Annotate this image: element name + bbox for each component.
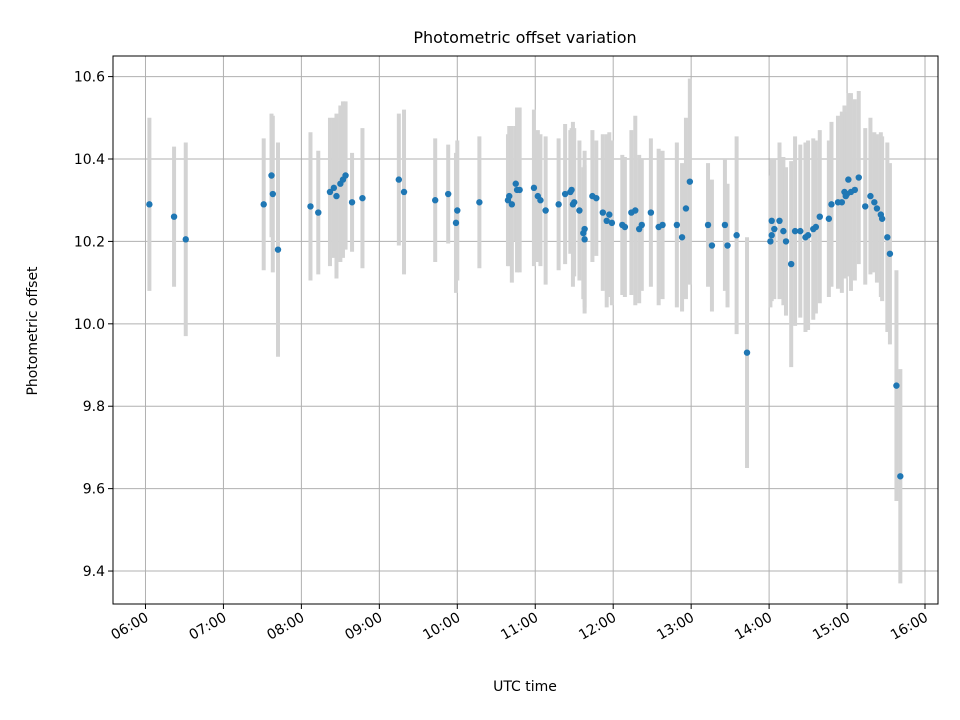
data-point bbox=[581, 225, 588, 233]
data-point bbox=[359, 194, 366, 202]
data-point bbox=[348, 199, 356, 206]
data-point bbox=[659, 221, 666, 229]
data-point bbox=[733, 232, 740, 239]
data-point bbox=[682, 205, 690, 212]
data-point bbox=[506, 192, 513, 200]
data-point bbox=[568, 186, 575, 194]
data-point bbox=[878, 215, 886, 222]
data-point bbox=[855, 174, 862, 181]
y-tick-label: 9.8 bbox=[83, 399, 105, 415]
data-point bbox=[867, 192, 874, 200]
data-point bbox=[326, 188, 334, 196]
y-tick-label: 9.6 bbox=[83, 482, 105, 498]
data-point bbox=[638, 221, 645, 229]
data-point bbox=[268, 172, 275, 179]
data-point bbox=[838, 199, 846, 206]
data-point bbox=[825, 215, 833, 222]
data-point bbox=[851, 186, 859, 194]
data-point bbox=[621, 223, 629, 231]
data-point bbox=[581, 236, 588, 243]
data-point bbox=[893, 382, 900, 389]
data-point bbox=[816, 213, 823, 220]
data-point bbox=[797, 227, 804, 235]
data-point bbox=[542, 207, 549, 214]
data-point bbox=[508, 201, 516, 208]
data-point bbox=[606, 211, 613, 218]
data-point bbox=[315, 209, 322, 216]
data-point bbox=[897, 473, 904, 480]
data-point bbox=[452, 219, 460, 227]
data-point bbox=[555, 201, 562, 208]
data-point bbox=[804, 232, 812, 239]
data-point bbox=[512, 180, 519, 187]
data-point bbox=[724, 242, 731, 249]
data-point bbox=[647, 209, 655, 216]
data-point bbox=[274, 246, 282, 253]
data-point bbox=[678, 234, 686, 241]
data-point bbox=[516, 186, 523, 194]
data-points bbox=[146, 172, 904, 480]
data-point bbox=[330, 184, 338, 192]
data-point bbox=[632, 207, 639, 214]
data-point bbox=[776, 217, 783, 225]
data-point bbox=[845, 176, 852, 183]
data-point bbox=[170, 213, 178, 220]
data-point bbox=[768, 217, 775, 225]
data-point bbox=[333, 192, 340, 200]
data-point bbox=[673, 221, 681, 229]
y-tick-label: 10.6 bbox=[74, 70, 105, 86]
plot-area-frame bbox=[112, 55, 939, 605]
data-point bbox=[812, 223, 820, 231]
data-point bbox=[400, 188, 408, 196]
data-point bbox=[599, 209, 607, 216]
data-point bbox=[576, 207, 583, 214]
y-tick-label: 10.0 bbox=[74, 317, 105, 333]
data-point bbox=[454, 207, 461, 214]
data-point bbox=[704, 221, 712, 229]
y-tick-label: 10.2 bbox=[74, 234, 105, 250]
data-point bbox=[828, 201, 835, 208]
data-point bbox=[395, 176, 403, 183]
data-point bbox=[767, 238, 774, 245]
data-point bbox=[791, 227, 799, 235]
data-point bbox=[862, 203, 869, 210]
data-point bbox=[768, 232, 775, 239]
data-point bbox=[782, 238, 790, 245]
data-point bbox=[593, 194, 600, 202]
data-point bbox=[873, 205, 881, 212]
data-point bbox=[871, 199, 878, 206]
data-point bbox=[721, 221, 729, 229]
data-point bbox=[307, 203, 314, 210]
data-point bbox=[476, 199, 483, 206]
y-axis-label: Photometric offset bbox=[25, 266, 41, 396]
data-point bbox=[182, 236, 189, 243]
y-axis-ticks: 9.4 9.6 9.8 10.0 10.2 10.4 10.6 bbox=[74, 70, 113, 580]
data-point bbox=[537, 197, 544, 204]
data-point bbox=[780, 227, 787, 235]
data-point bbox=[608, 219, 616, 227]
data-point bbox=[146, 201, 153, 208]
data-point bbox=[432, 197, 439, 204]
data-point bbox=[686, 178, 694, 185]
x-axis-label: UTC time bbox=[493, 679, 557, 695]
data-point bbox=[884, 234, 891, 241]
data-point bbox=[561, 190, 569, 198]
data-point bbox=[342, 172, 349, 179]
y-tick-label: 9.4 bbox=[83, 564, 105, 580]
data-point bbox=[708, 242, 716, 249]
data-point bbox=[886, 250, 894, 257]
chart-title: Photometric offset variation bbox=[413, 28, 636, 47]
data-point bbox=[603, 217, 610, 225]
data-point bbox=[571, 199, 578, 206]
data-point bbox=[444, 190, 452, 198]
data-point bbox=[787, 260, 795, 268]
data-point bbox=[260, 201, 267, 208]
data-point bbox=[771, 225, 778, 233]
y-tick-label: 10.4 bbox=[74, 152, 105, 168]
data-point bbox=[743, 349, 751, 356]
data-point bbox=[269, 190, 277, 198]
data-point bbox=[530, 184, 538, 192]
